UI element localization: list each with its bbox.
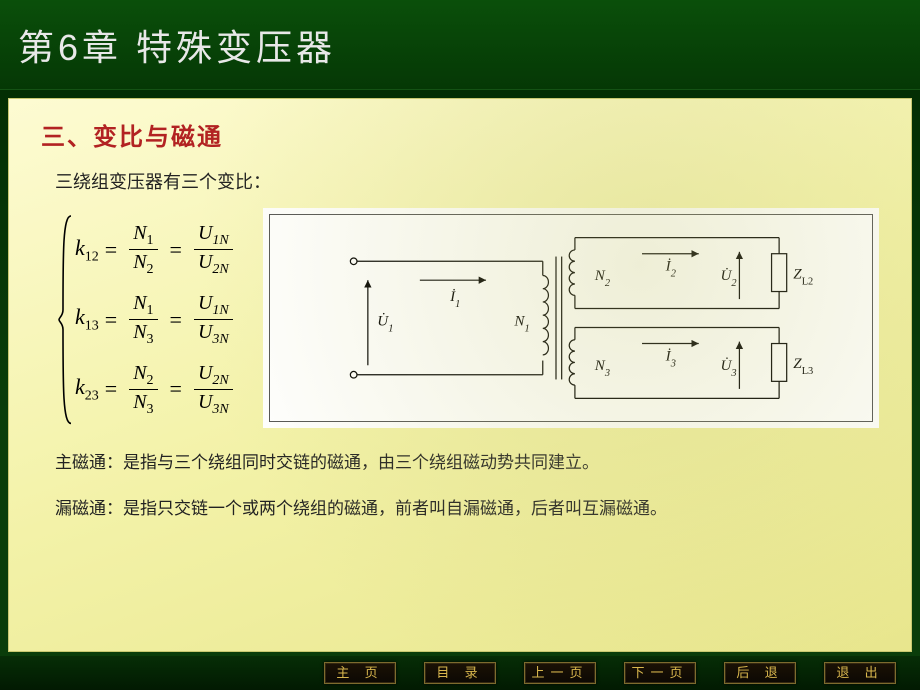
svg-text:U̇3: U̇3 — [720, 358, 736, 379]
main-flux-text: 主磁通：是指与三个绕组同时交链的磁通，由三个绕组磁动势共同建立。 — [55, 449, 879, 476]
equation-k13: k13 = N1N3 = U1NU3N — [75, 292, 239, 348]
slide: 第6章 特殊变压器 三、变比与磁通 三绕组变压器有三个变比： k12 = N1N… — [0, 0, 920, 690]
circuit-diagram: İ1 U̇1 N1 İ2 N2 U̇2 ZL2 İ3 N3 U̇3 ZL3 — [263, 208, 879, 428]
section-title: 三、变比与磁通 — [41, 117, 879, 152]
mid-row: k12 = N1N2 = U1NU2N k13 = N1N3 = U1NU3N … — [61, 208, 879, 431]
leak-flux-text: 漏磁通：是指只交链一个或两个绕组的磁通，前者叫自漏磁通，后者叫互漏磁通。 — [55, 495, 879, 522]
titlebar: 第6章 特殊变压器 — [0, 0, 920, 90]
svg-text:N3: N3 — [594, 358, 610, 379]
nav-prev-button[interactable]: 上一页 — [524, 662, 596, 684]
svg-text:ZL2: ZL2 — [793, 266, 813, 287]
equation-k12: k12 = N1N2 = U1NU2N — [75, 222, 239, 278]
nav-toc-button[interactable]: 目 录 — [424, 662, 496, 684]
chapter-title: 第6章 特殊变压器 — [18, 19, 336, 71]
equation-k23: k23 = N2N3 = U2NU3N — [75, 362, 239, 418]
left-brace — [57, 212, 75, 427]
svg-text:İ1: İ1 — [449, 289, 460, 310]
nav-next-button[interactable]: 下一页 — [624, 662, 696, 684]
nav-exit-button[interactable]: 退 出 — [824, 662, 896, 684]
svg-text:N1: N1 — [513, 314, 529, 335]
equations-block: k12 = N1N2 = U1NU2N k13 = N1N3 = U1NU3N … — [61, 208, 239, 431]
svg-text:N2: N2 — [594, 268, 610, 289]
svg-text:ZL3: ZL3 — [793, 356, 813, 377]
nav-back-button[interactable]: 后 退 — [724, 662, 796, 684]
svg-text:İ2: İ2 — [664, 259, 675, 280]
footer-nav: 主 页 目 录 上一页 下一页 后 退 退 出 — [0, 656, 920, 690]
content-area: 三、变比与磁通 三绕组变压器有三个变比： k12 = N1N2 = U1NU2N — [8, 98, 912, 652]
nav-home-button[interactable]: 主 页 — [324, 662, 396, 684]
svg-text:İ3: İ3 — [664, 349, 675, 370]
svg-text:U̇1: U̇1 — [377, 313, 393, 334]
intro-line: 三绕组变压器有三个变比： — [55, 168, 879, 194]
svg-text:U̇2: U̇2 — [720, 268, 736, 289]
